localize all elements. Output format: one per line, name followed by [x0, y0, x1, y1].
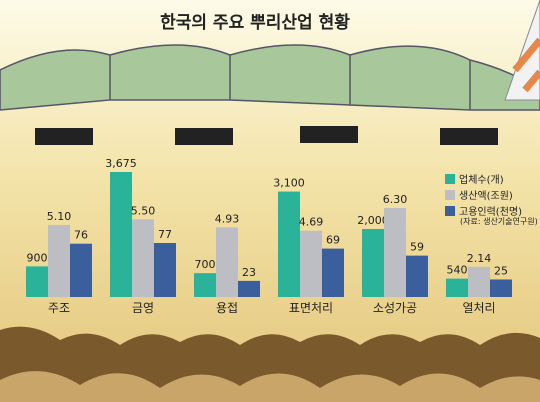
bar [216, 227, 238, 297]
chimney-stripes [512, 37, 540, 93]
bar [490, 279, 512, 297]
bar [300, 230, 322, 297]
legend-swatch [445, 206, 455, 216]
value-label: 3,100 [273, 177, 305, 190]
chimney [504, 0, 540, 101]
bar [322, 248, 344, 297]
value-label: 5.50 [131, 204, 156, 217]
vent [300, 126, 358, 143]
value-label: 5.10 [47, 210, 72, 223]
bar [48, 224, 70, 297]
value-label: 77 [158, 228, 172, 241]
vent [175, 128, 233, 145]
value-label: 76 [74, 229, 88, 242]
value-label: 59 [410, 241, 424, 254]
source-note: (자료: 생산기술연구원) [460, 216, 538, 226]
value-label: 4.69 [299, 216, 324, 229]
bar [278, 191, 300, 297]
vent [440, 128, 498, 145]
x-tick-label: 표면처리 [289, 301, 333, 315]
bar [446, 278, 468, 297]
bar [132, 219, 154, 297]
x-tick-label: 용접 [216, 301, 238, 315]
x-tick-label: 열처리 [462, 301, 495, 315]
bar [384, 208, 406, 297]
legend-label: 업체수(개) [459, 173, 504, 186]
legend-swatch [445, 190, 455, 200]
value-label: 4.93 [215, 212, 240, 225]
legend-swatch [445, 174, 455, 184]
value-label: 2,000 [357, 214, 389, 227]
roots-light [0, 371, 540, 402]
bar [26, 266, 48, 297]
value-label: 3,675 [105, 157, 137, 170]
value-label: 23 [242, 266, 256, 279]
bar [238, 280, 260, 297]
value-label: 69 [326, 234, 340, 247]
bar [406, 255, 428, 297]
value-label: 6.30 [383, 193, 408, 206]
value-label: 25 [494, 264, 508, 277]
bar [110, 172, 132, 297]
value-label: 900 [27, 251, 48, 264]
value-label: 700 [195, 258, 216, 271]
vent [35, 128, 93, 145]
bar [154, 243, 176, 297]
legend-label: 고용인력(천명) [459, 206, 522, 218]
bar [70, 243, 92, 297]
legend-label: 생산액(조원) [459, 190, 513, 202]
factory-roof [0, 44, 540, 111]
chart-title: 한국의 주요 뿌리산업 현황 [160, 13, 350, 33]
value-label: 2.14 [467, 252, 492, 265]
x-tick-label: 금영 [132, 301, 154, 315]
bar [468, 266, 490, 297]
x-tick-label: 주조 [48, 301, 70, 315]
x-tick-label: 소성가공 [373, 301, 417, 315]
bar [362, 228, 384, 297]
value-label: 540 [447, 264, 468, 277]
bar [194, 273, 216, 297]
